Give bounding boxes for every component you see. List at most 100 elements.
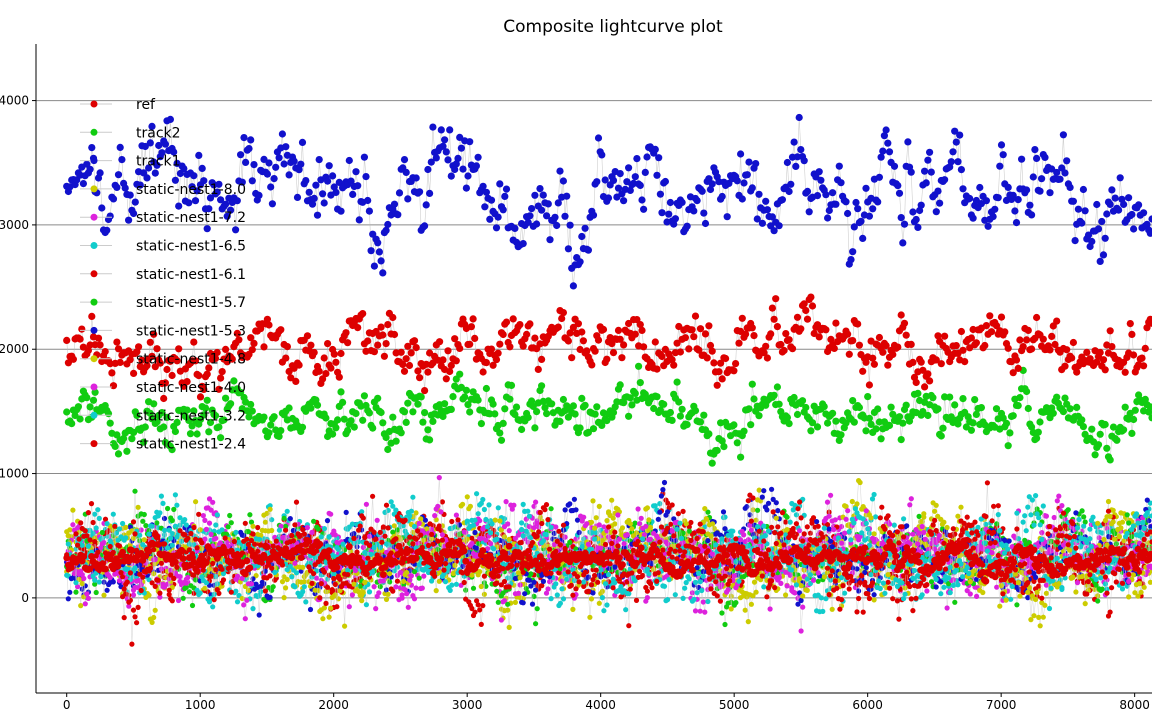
data-point (829, 606, 835, 612)
data-point (474, 545, 480, 551)
data-point (533, 621, 539, 627)
data-point (947, 590, 953, 596)
data-point (104, 587, 110, 593)
data-point (233, 588, 239, 594)
data-point (477, 518, 483, 524)
data-point (604, 518, 610, 524)
data-point (343, 509, 349, 515)
data-point (1099, 586, 1105, 592)
data-point (842, 590, 848, 596)
data-point (281, 595, 287, 601)
data-point (255, 524, 261, 531)
data-point (916, 513, 922, 520)
data-point (871, 531, 877, 537)
data-point (629, 526, 635, 532)
data-point (675, 511, 682, 517)
data-point (955, 582, 961, 588)
data-point (908, 496, 914, 502)
data-point (700, 599, 706, 605)
data-point (416, 575, 422, 581)
data-point (134, 620, 140, 626)
data-point (964, 514, 970, 520)
data-point (820, 608, 826, 615)
data-point (1015, 580, 1022, 586)
data-point (997, 603, 1003, 609)
data-point (1112, 536, 1118, 542)
data-point (132, 488, 138, 494)
data-point (901, 516, 907, 522)
data-point (745, 619, 751, 625)
data-point (720, 509, 727, 515)
data-point (269, 517, 275, 523)
data-point (261, 581, 267, 587)
data-point (495, 505, 501, 511)
data-point (342, 623, 348, 629)
data-point (481, 591, 487, 597)
data-point (93, 589, 99, 596)
data-point (1102, 517, 1108, 524)
data-point (1095, 593, 1101, 599)
data-point (767, 606, 773, 612)
data-point (78, 603, 84, 609)
data-point (494, 588, 500, 594)
data-point (360, 589, 366, 596)
data-point (70, 522, 76, 528)
data-point (722, 526, 728, 532)
data-point (573, 507, 579, 513)
data-point (449, 582, 455, 588)
data-point (84, 591, 90, 597)
data-point (669, 502, 675, 508)
data-point (515, 590, 522, 596)
data-point (633, 597, 640, 604)
data-point (290, 527, 296, 534)
data-point (374, 517, 380, 523)
data-point (1110, 519, 1116, 525)
data-point (93, 525, 99, 531)
data-point (588, 596, 595, 602)
data-point (765, 500, 772, 506)
data-point (924, 588, 930, 594)
data-point (646, 517, 652, 523)
data-point (1034, 589, 1040, 595)
data-point (692, 608, 699, 614)
data-point (464, 494, 470, 500)
data-point (1070, 574, 1076, 580)
data-point (995, 503, 1001, 509)
data-point (567, 501, 573, 507)
data-point (773, 500, 779, 506)
data-point (686, 528, 692, 534)
data-point (315, 587, 321, 594)
data-point (1043, 513, 1049, 519)
data-point (784, 583, 790, 589)
data-point (1033, 574, 1039, 581)
data-point (281, 515, 287, 521)
data-point (871, 491, 877, 498)
data-point (311, 518, 317, 524)
data-point (588, 519, 595, 525)
data-point (436, 523, 442, 529)
data-point (1105, 498, 1112, 505)
data-point (1033, 596, 1039, 603)
data-point (728, 606, 734, 612)
data-point (958, 504, 964, 510)
data-point (328, 605, 334, 611)
data-point (214, 512, 220, 518)
data-point (433, 517, 439, 523)
data-point (1107, 513, 1113, 520)
data-point (891, 522, 897, 528)
data-point (174, 502, 180, 508)
data-point (680, 595, 686, 602)
data-point (452, 562, 458, 569)
data-point (270, 584, 276, 590)
data-point (944, 605, 950, 611)
data-point (661, 479, 668, 486)
chart-title: Composite lightcurve plot (503, 17, 723, 37)
data-point (101, 579, 107, 585)
data-point (744, 504, 750, 510)
data-point (315, 526, 321, 532)
data-point (151, 571, 157, 577)
data-point (505, 607, 511, 613)
data-point (576, 529, 582, 536)
data-point (210, 499, 216, 505)
